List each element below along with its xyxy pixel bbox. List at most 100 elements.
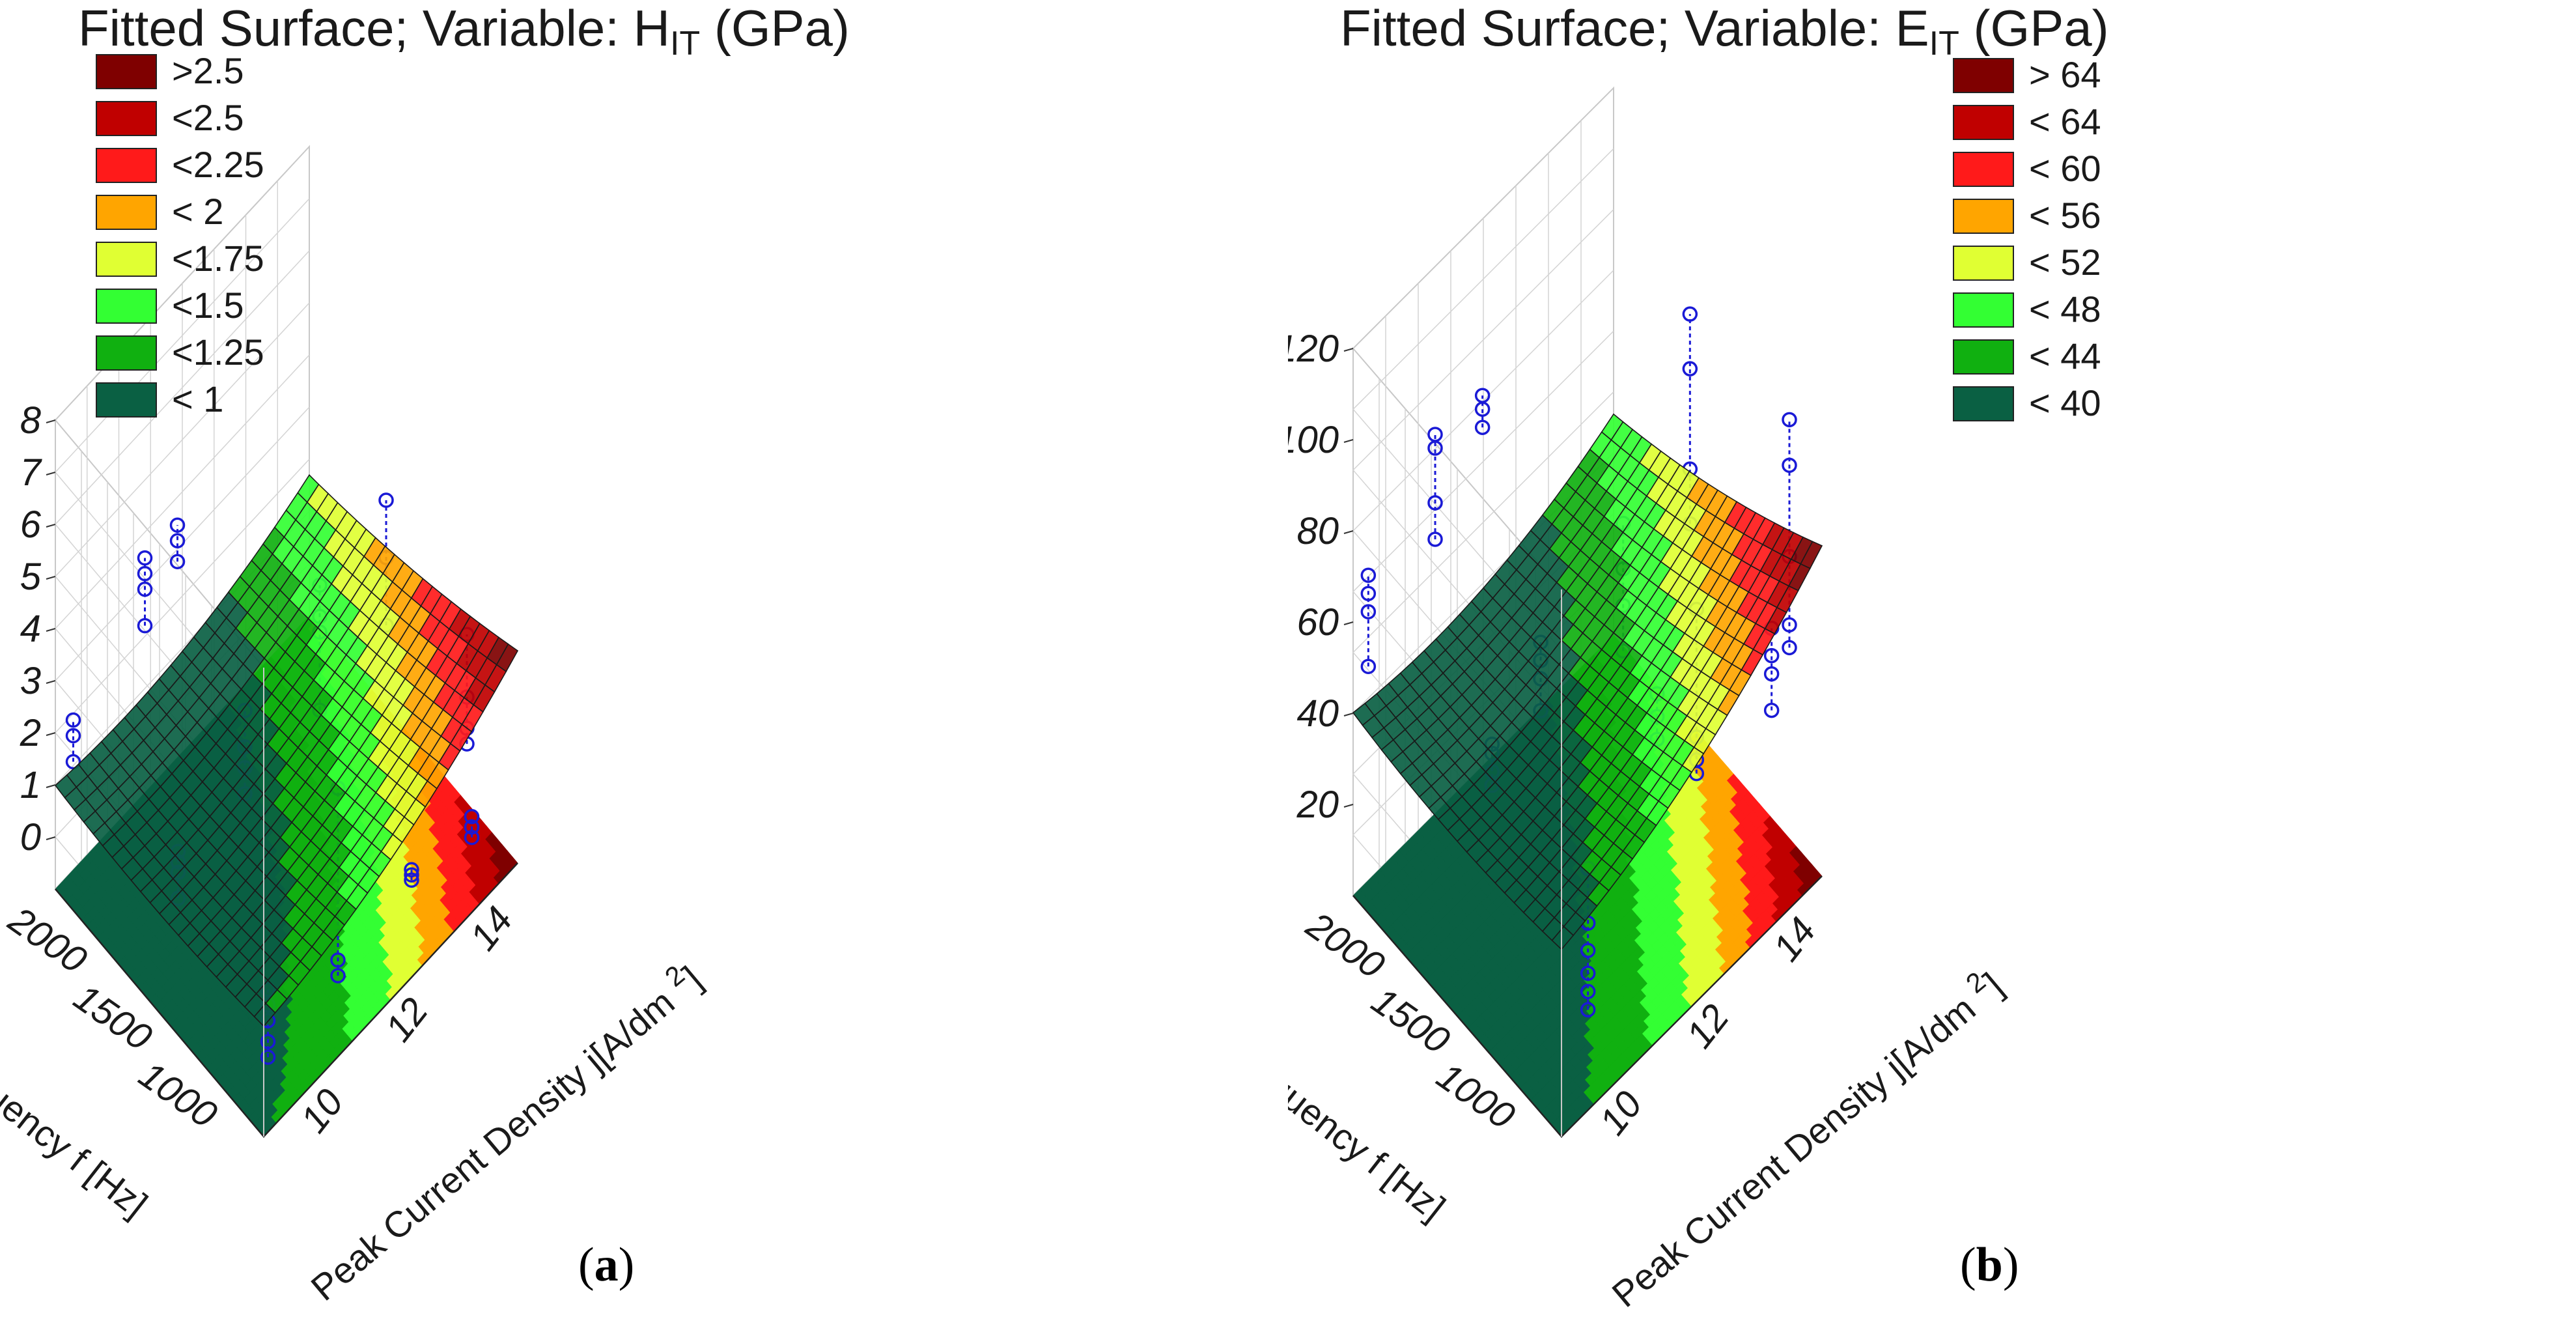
observation-point [1580,942,1596,959]
observation-point [65,712,81,728]
z-tick-label: 3 [20,660,41,702]
observation-point [137,550,153,566]
z-tick-label: 80 [1296,510,1339,552]
chart-b-caption: (b) [1960,1238,2019,1292]
z-tick-mark [46,576,56,580]
legend: > 64 < 64 < 60 < 56 < 52 < 48 < 44 < 40 [1953,54,2101,423]
observation-point [1427,495,1443,511]
observation-point [1782,640,1797,656]
legend-label: < 44 [2029,335,2101,376]
grid-line [1352,148,1614,651]
legend-swatch [96,101,157,136]
observation-point [169,554,186,569]
observation-point [404,867,419,883]
observation-point [137,565,153,582]
legend-label: >2.5 [172,50,244,91]
legend-swatch [96,335,157,371]
observation-point [378,492,394,508]
observation-point [1763,702,1780,718]
observation-point [1360,604,1377,619]
legend-label: < 2 [172,191,223,232]
legend-swatch [96,382,157,418]
z-tick-label: 60 [1296,601,1339,644]
observation-point [1580,984,1596,1000]
observation-point [1474,419,1491,435]
observation-point [1474,388,1491,403]
observation-point [330,968,346,984]
legend-swatch [1953,199,2014,234]
legend-label: <2.25 [172,144,264,185]
legend-label: <1.25 [172,332,264,373]
observation-point [1360,567,1377,583]
observation-point [1427,531,1443,547]
observation-point [1763,666,1780,682]
z-tick-label: 20 [1296,784,1339,826]
observation-point [65,728,81,744]
legend-label: < 64 [2029,101,2101,142]
legend-swatch [1953,246,2014,281]
z-tick-mark [1343,804,1354,808]
z-tick-label: 0 [20,816,41,858]
legend-swatch [1953,105,2014,140]
observation-point [260,1034,276,1049]
z-tick-mark [46,836,56,840]
z-tick-mark [1343,713,1354,716]
legend-swatch [1953,58,2014,93]
z-tick-mark [1343,348,1354,352]
z-tick-mark [46,680,56,684]
legend-label: < 1 [172,378,223,419]
observation-point [1682,361,1698,376]
legend-swatch [1953,339,2014,375]
z-tick-label: 6 [20,503,42,546]
chart-panel-b: Fitted Surface; Variable: EIT (GPa) 20 40 6… [1288,0,2576,1317]
legend-label: <1.75 [172,238,264,279]
observation-point [137,581,153,597]
z-tick-mark [46,628,56,632]
observation-point [169,533,186,548]
observation-point [169,517,186,533]
z-tick-label: 1 [20,764,41,806]
observation-point [137,617,153,634]
chart-a-caption: (a) [578,1238,635,1292]
z-tick-label: 120 [1288,328,1339,370]
observation-point [1782,617,1797,633]
observation-point [1360,586,1377,601]
chart-panel-a: Fitted Surface; Variable: HIT (GPa) 0 1 2 3 4… [0,0,850,1309]
observation-point [464,819,480,835]
observation-point [1580,965,1596,982]
legend-label: < 40 [2029,382,2101,423]
z-tick-mark [1343,621,1354,625]
z-tick-label: 4 [20,608,41,650]
observation-point [1427,427,1443,442]
surface-cell [496,643,519,673]
observation-point [404,862,419,877]
z-tick-label: 8 [20,399,41,442]
chart-title: Fitted Surface; Variable: EIT (GPa) [1340,0,2109,63]
chart-title: Fitted Surface; Variable: HIT (GPa) [78,0,850,63]
z-tick-label: 40 [1296,692,1339,735]
legend: >2.5 <2.5 <2.25 < 2 <1.75 <1.5 <1.25 < 1 [96,50,264,419]
z-tick-mark [1343,439,1354,443]
legend-label: > 64 [2029,54,2101,95]
z-tick-mark [46,524,56,528]
legend-swatch [1953,386,2014,421]
legend-swatch [96,195,157,230]
legend-swatch [96,148,157,183]
legend-swatch [96,54,157,89]
y-axis-label: Frequency f [Hz] [1288,1031,1453,1228]
z-tick-label: 7 [20,451,43,494]
legend-label: < 48 [2029,289,2101,330]
observation-point [464,809,480,825]
observation-point [1682,306,1698,322]
legend-swatch [96,289,157,324]
observation-point [1580,1002,1596,1018]
observation-point [404,872,419,888]
legend-swatch [1953,152,2014,187]
legend-label: <1.5 [172,285,244,326]
legend-swatch [1953,292,2014,328]
z-tick-mark [46,419,56,423]
fitted-surface [1352,413,1823,950]
legend-label: <2.5 [172,97,244,138]
observation-point [1360,658,1377,674]
z-tick-label: 2 [20,712,41,754]
